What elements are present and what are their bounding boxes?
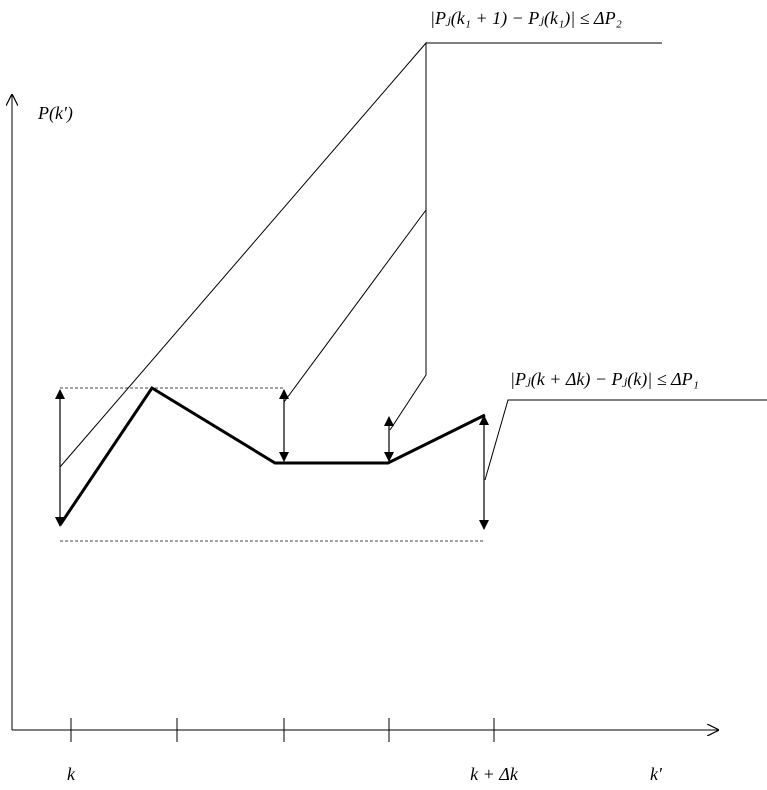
y-axis-label: P(k′) <box>37 103 73 124</box>
annotation: |Pⱼ(k₁ + 1) − Pⱼ(k₁)| ≤ ΔP₂ <box>430 8 622 29</box>
leader-line <box>59 41 427 468</box>
annotation: |Pⱼ(k + Δk) − Pⱼ(k)| ≤ ΔP₁ <box>510 369 699 390</box>
x-axis-label: k′ <box>650 764 663 784</box>
power-curve <box>58 385 486 526</box>
leader-line <box>283 209 427 403</box>
x-label: k <box>67 764 76 784</box>
leader-line <box>484 399 767 481</box>
axes <box>12 95 718 742</box>
x-label: k + Δk <box>470 764 519 784</box>
